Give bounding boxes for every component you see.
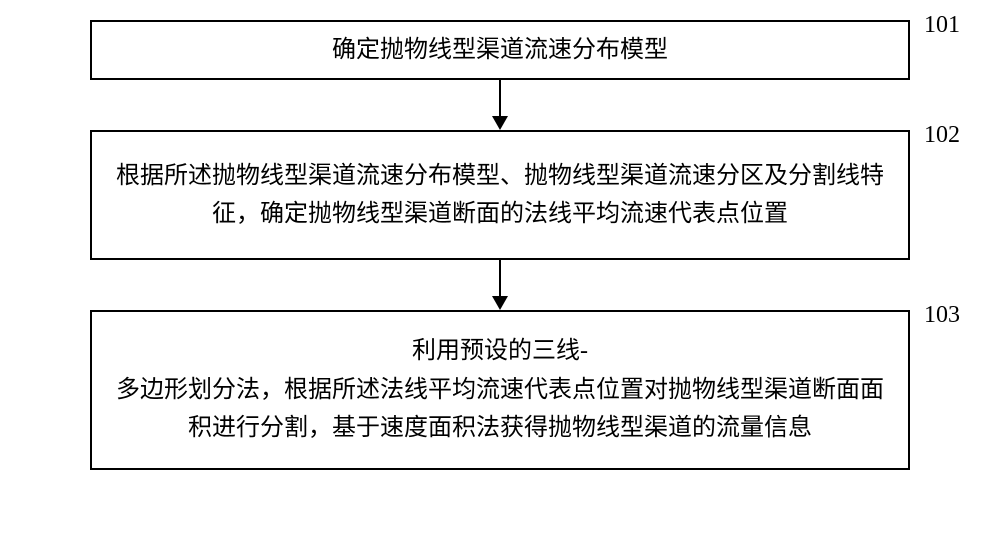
step-1-box: 确定抛物线型渠道流速分布模型 xyxy=(90,20,910,80)
step-1-container: 确定抛物线型渠道流速分布模型 101 xyxy=(60,20,940,80)
step-3-box: 利用预设的三线- 多边形划分法，根据所述法线平均流速代表点位置对抛物线型渠道断面… xyxy=(90,310,910,470)
arrow-1 xyxy=(60,80,940,130)
flowchart-container: 确定抛物线型渠道流速分布模型 101 根据所述抛物线型渠道流速分布模型、抛物线型… xyxy=(60,20,940,470)
step-2-label: 102 xyxy=(924,122,960,149)
step-2-container: 根据所述抛物线型渠道流速分布模型、抛物线型渠道流速分区及分割线特征，确定抛物线型… xyxy=(60,130,940,260)
step-3-text: 利用预设的三线- 多边形划分法，根据所述法线平均流速代表点位置对抛物线型渠道断面… xyxy=(112,332,888,447)
step-3-label: 103 xyxy=(924,302,960,329)
step-2-box: 根据所述抛物线型渠道流速分布模型、抛物线型渠道流速分区及分割线特征，确定抛物线型… xyxy=(90,130,910,260)
arrow-2 xyxy=(60,260,940,310)
step-1-text: 确定抛物线型渠道流速分布模型 xyxy=(332,31,668,69)
arrow-2-line xyxy=(499,260,501,300)
arrow-2-head xyxy=(492,296,508,310)
arrow-1-line xyxy=(499,80,501,120)
step-1-label: 101 xyxy=(924,12,960,39)
step-2-text: 根据所述抛物线型渠道流速分布模型、抛物线型渠道流速分区及分割线特征，确定抛物线型… xyxy=(112,157,888,234)
step-3-container: 利用预设的三线- 多边形划分法，根据所述法线平均流速代表点位置对抛物线型渠道断面… xyxy=(60,310,940,470)
arrow-1-head xyxy=(492,116,508,130)
